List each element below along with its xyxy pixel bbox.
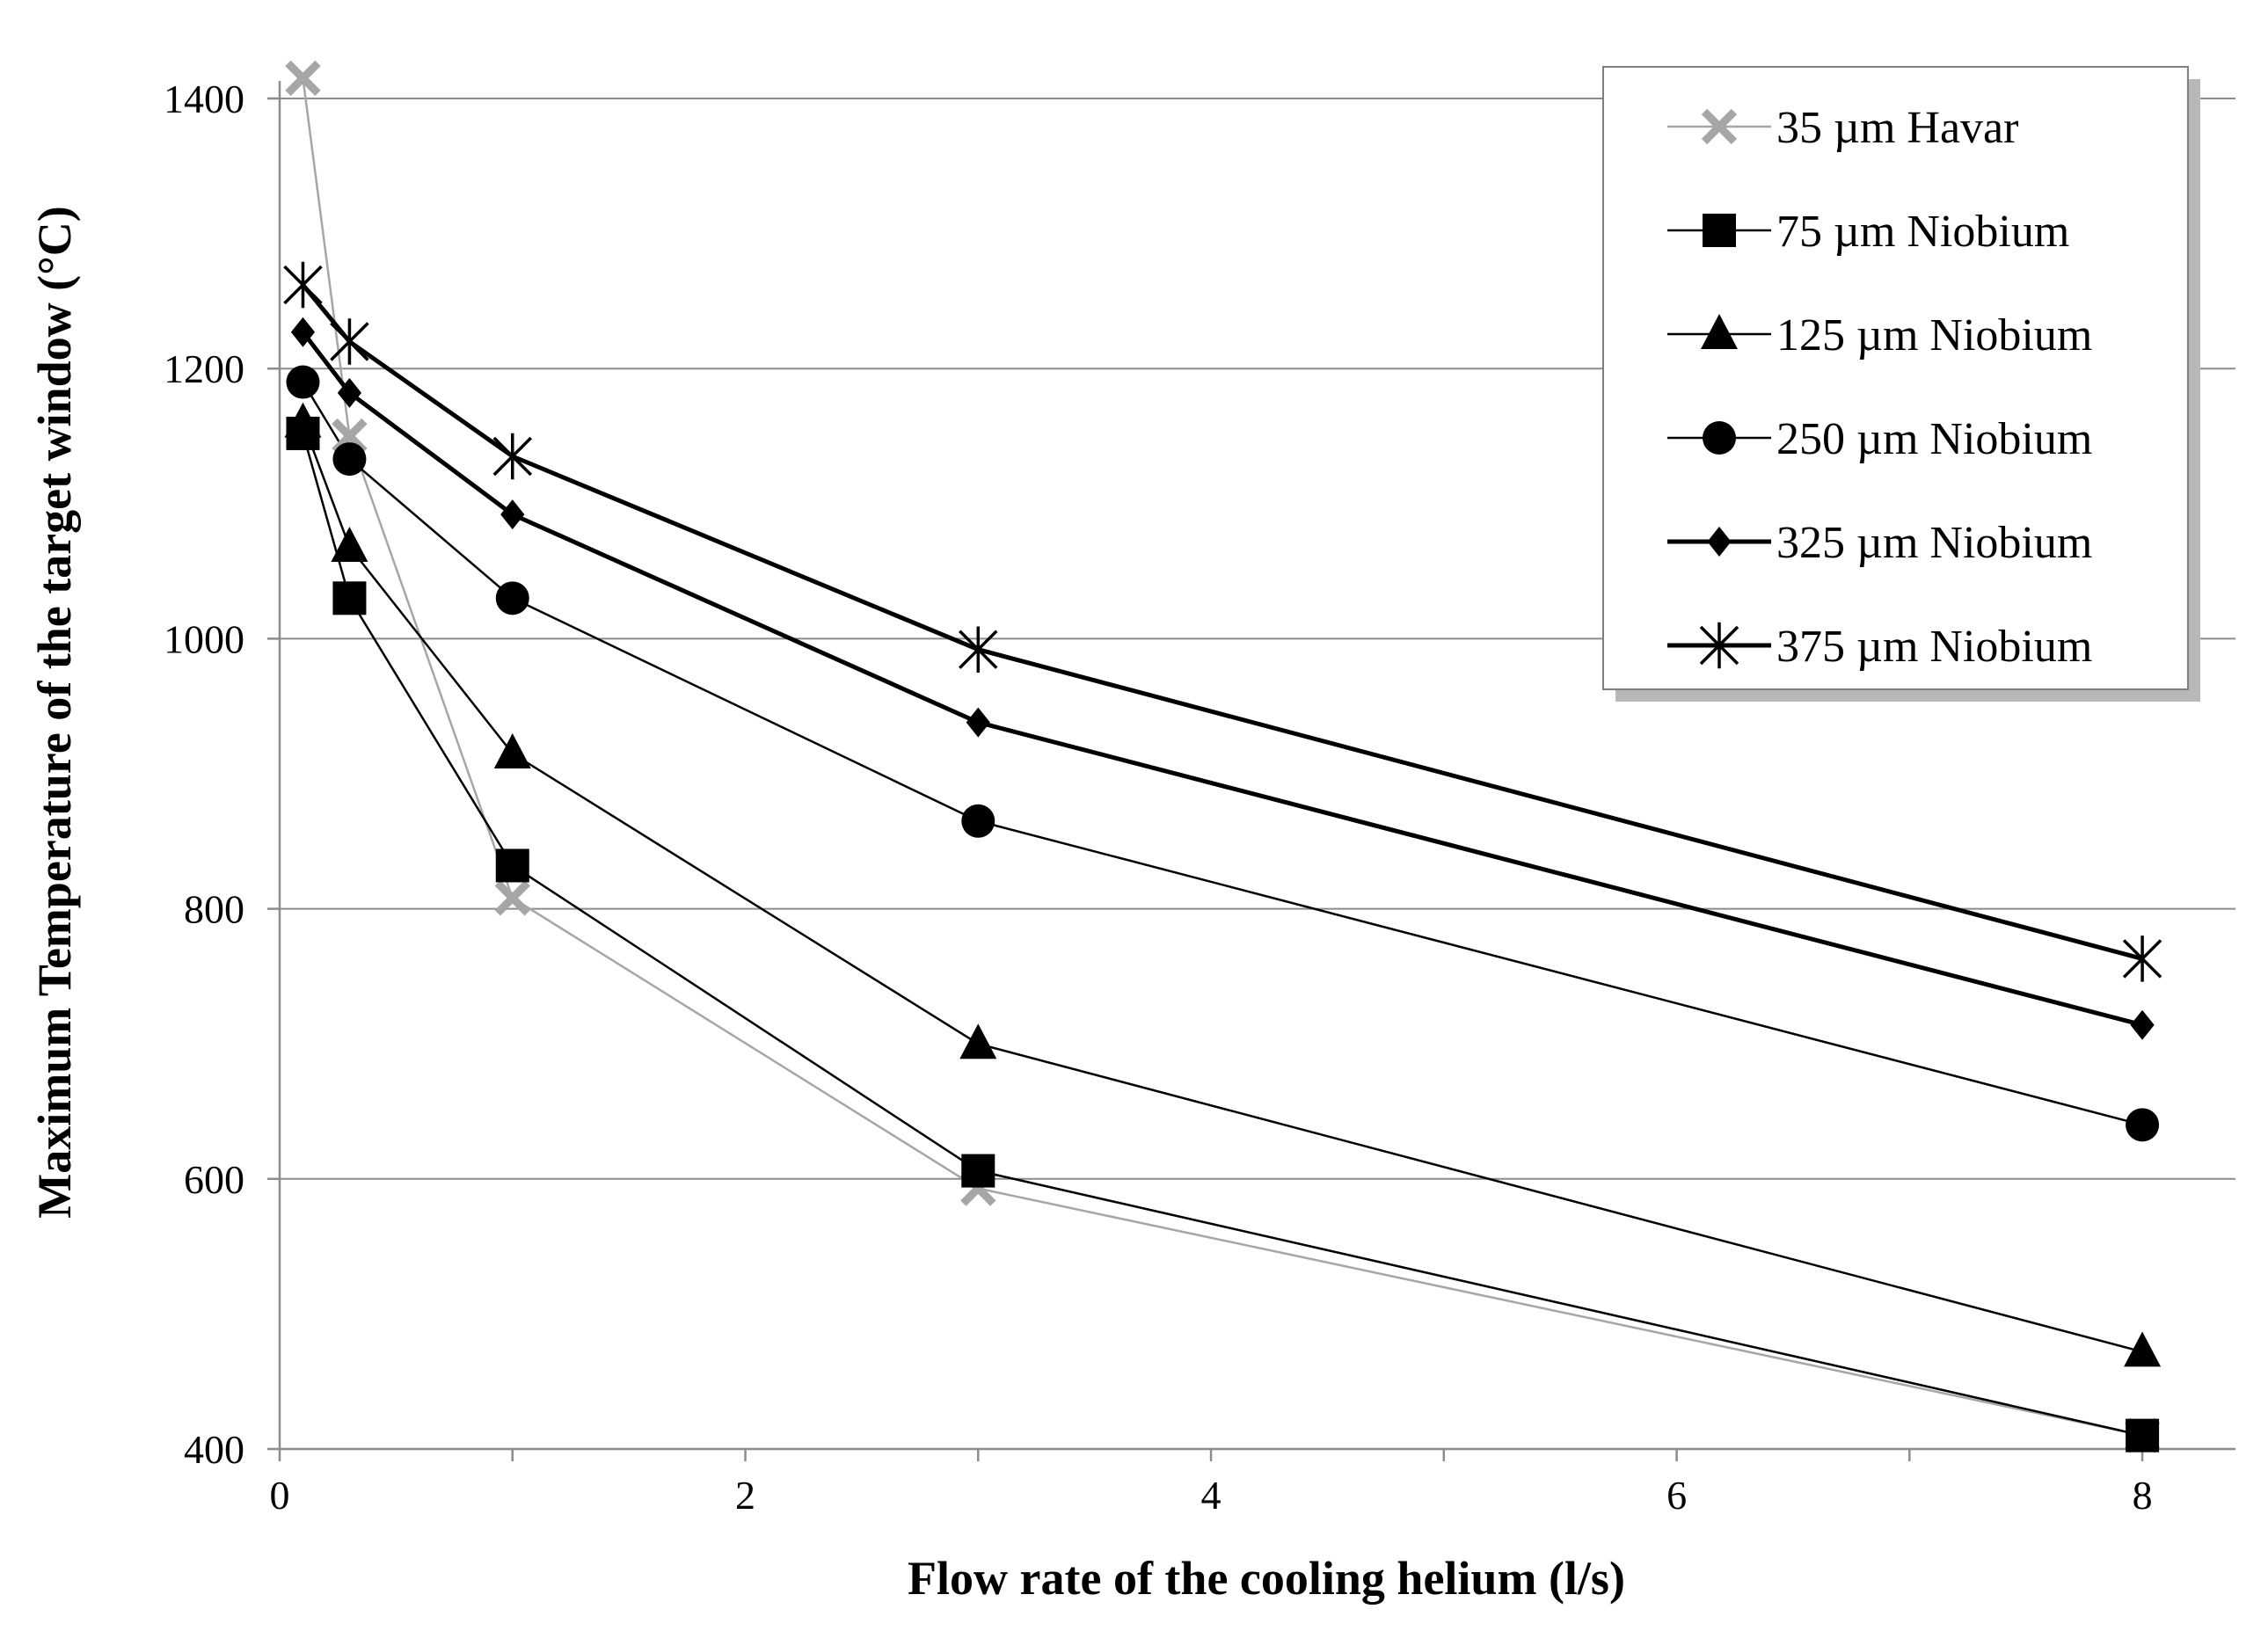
data-point-s3-4	[2126, 1108, 2160, 1142]
data-point-s1-4	[2126, 1418, 2160, 1453]
legend-marker-2	[1701, 314, 1738, 349]
data-point-s5-2	[492, 433, 532, 480]
y-tick-label-1000: 1000	[164, 616, 244, 661]
y-tick-label-800: 800	[184, 887, 244, 932]
data-point-s3-1	[332, 442, 367, 477]
data-point-s1-3	[961, 1154, 995, 1188]
data-point-s0-2	[494, 880, 530, 916]
x-tick-label-2: 2	[735, 1473, 755, 1518]
data-markers	[283, 60, 2162, 1453]
data-point-s2-3	[959, 1023, 997, 1059]
axes	[267, 81, 2235, 1461]
x-tick-label-0: 0	[270, 1473, 290, 1518]
legend-marker-5	[1699, 622, 1739, 669]
x-tick-label-4: 4	[1201, 1473, 1222, 1518]
data-point-s3-3	[961, 804, 995, 838]
legend-marker-3	[1703, 421, 1736, 455]
legend-label-1: 75 µm Niobium	[1776, 207, 2069, 257]
x-tick-label-6: 6	[1666, 1473, 1687, 1518]
x-axis-title: Flow rate of the cooling helium (l/s)	[908, 1552, 1625, 1605]
legend-marker-0	[1701, 108, 1738, 145]
y-tick-label-1400: 1400	[164, 76, 244, 121]
y-axis-title: Maximum Temperature of the target window…	[28, 206, 81, 1218]
legend-label-4: 325 µm Niobium	[1776, 518, 2092, 568]
data-point-s5-3	[959, 626, 998, 673]
data-point-s2-4	[2124, 1331, 2162, 1367]
legend-marker-4	[1707, 527, 1732, 557]
legend-items: 35 µm Havar 75 µm Niobium 125 µm Niobium 25…	[1667, 103, 2092, 672]
legend-box	[1602, 66, 2189, 690]
data-point-s1-2	[495, 848, 529, 883]
data-point-s2-2	[493, 732, 531, 768]
data-point-s4-2	[500, 499, 525, 530]
legend-label-0: 35 µm Havar	[1776, 103, 2018, 153]
legend-label-2: 125 µm Niobium	[1776, 310, 2092, 360]
y-tick-label-400: 400	[184, 1427, 244, 1472]
legend-label-5: 375 µm Niobium	[1776, 622, 2092, 672]
data-point-s0-0	[285, 60, 321, 97]
data-point-s5-0	[283, 261, 323, 309]
legend-marker-1	[1703, 214, 1736, 247]
data-point-s5-4	[2122, 936, 2162, 982]
legend-label-3: 250 µm Niobium	[1776, 414, 2092, 464]
data-point-s3-0	[286, 365, 320, 399]
data-point-s4-0	[290, 317, 316, 347]
x-tick-label-8: 8	[2133, 1473, 2153, 1518]
data-point-s1-1	[332, 581, 367, 615]
data-point-s3-2	[495, 581, 529, 615]
tick-labels: 400 600 800 1000 1200 1400 0 2 4 6 8	[164, 76, 2153, 1518]
data-point-s2-1	[331, 526, 368, 562]
data-point-s2-0	[284, 402, 322, 438]
data-point-s4-4	[2130, 1009, 2155, 1040]
legend: 35 µm Havar 75 µm Niobium 125 µm Niobium 25…	[1602, 66, 2200, 702]
y-tick-label-1200: 1200	[164, 346, 244, 391]
data-point-s4-3	[966, 707, 990, 738]
y-tick-label-600: 600	[184, 1157, 244, 1202]
data-point-s5-1	[330, 318, 369, 365]
data-point-s4-1	[337, 377, 362, 408]
